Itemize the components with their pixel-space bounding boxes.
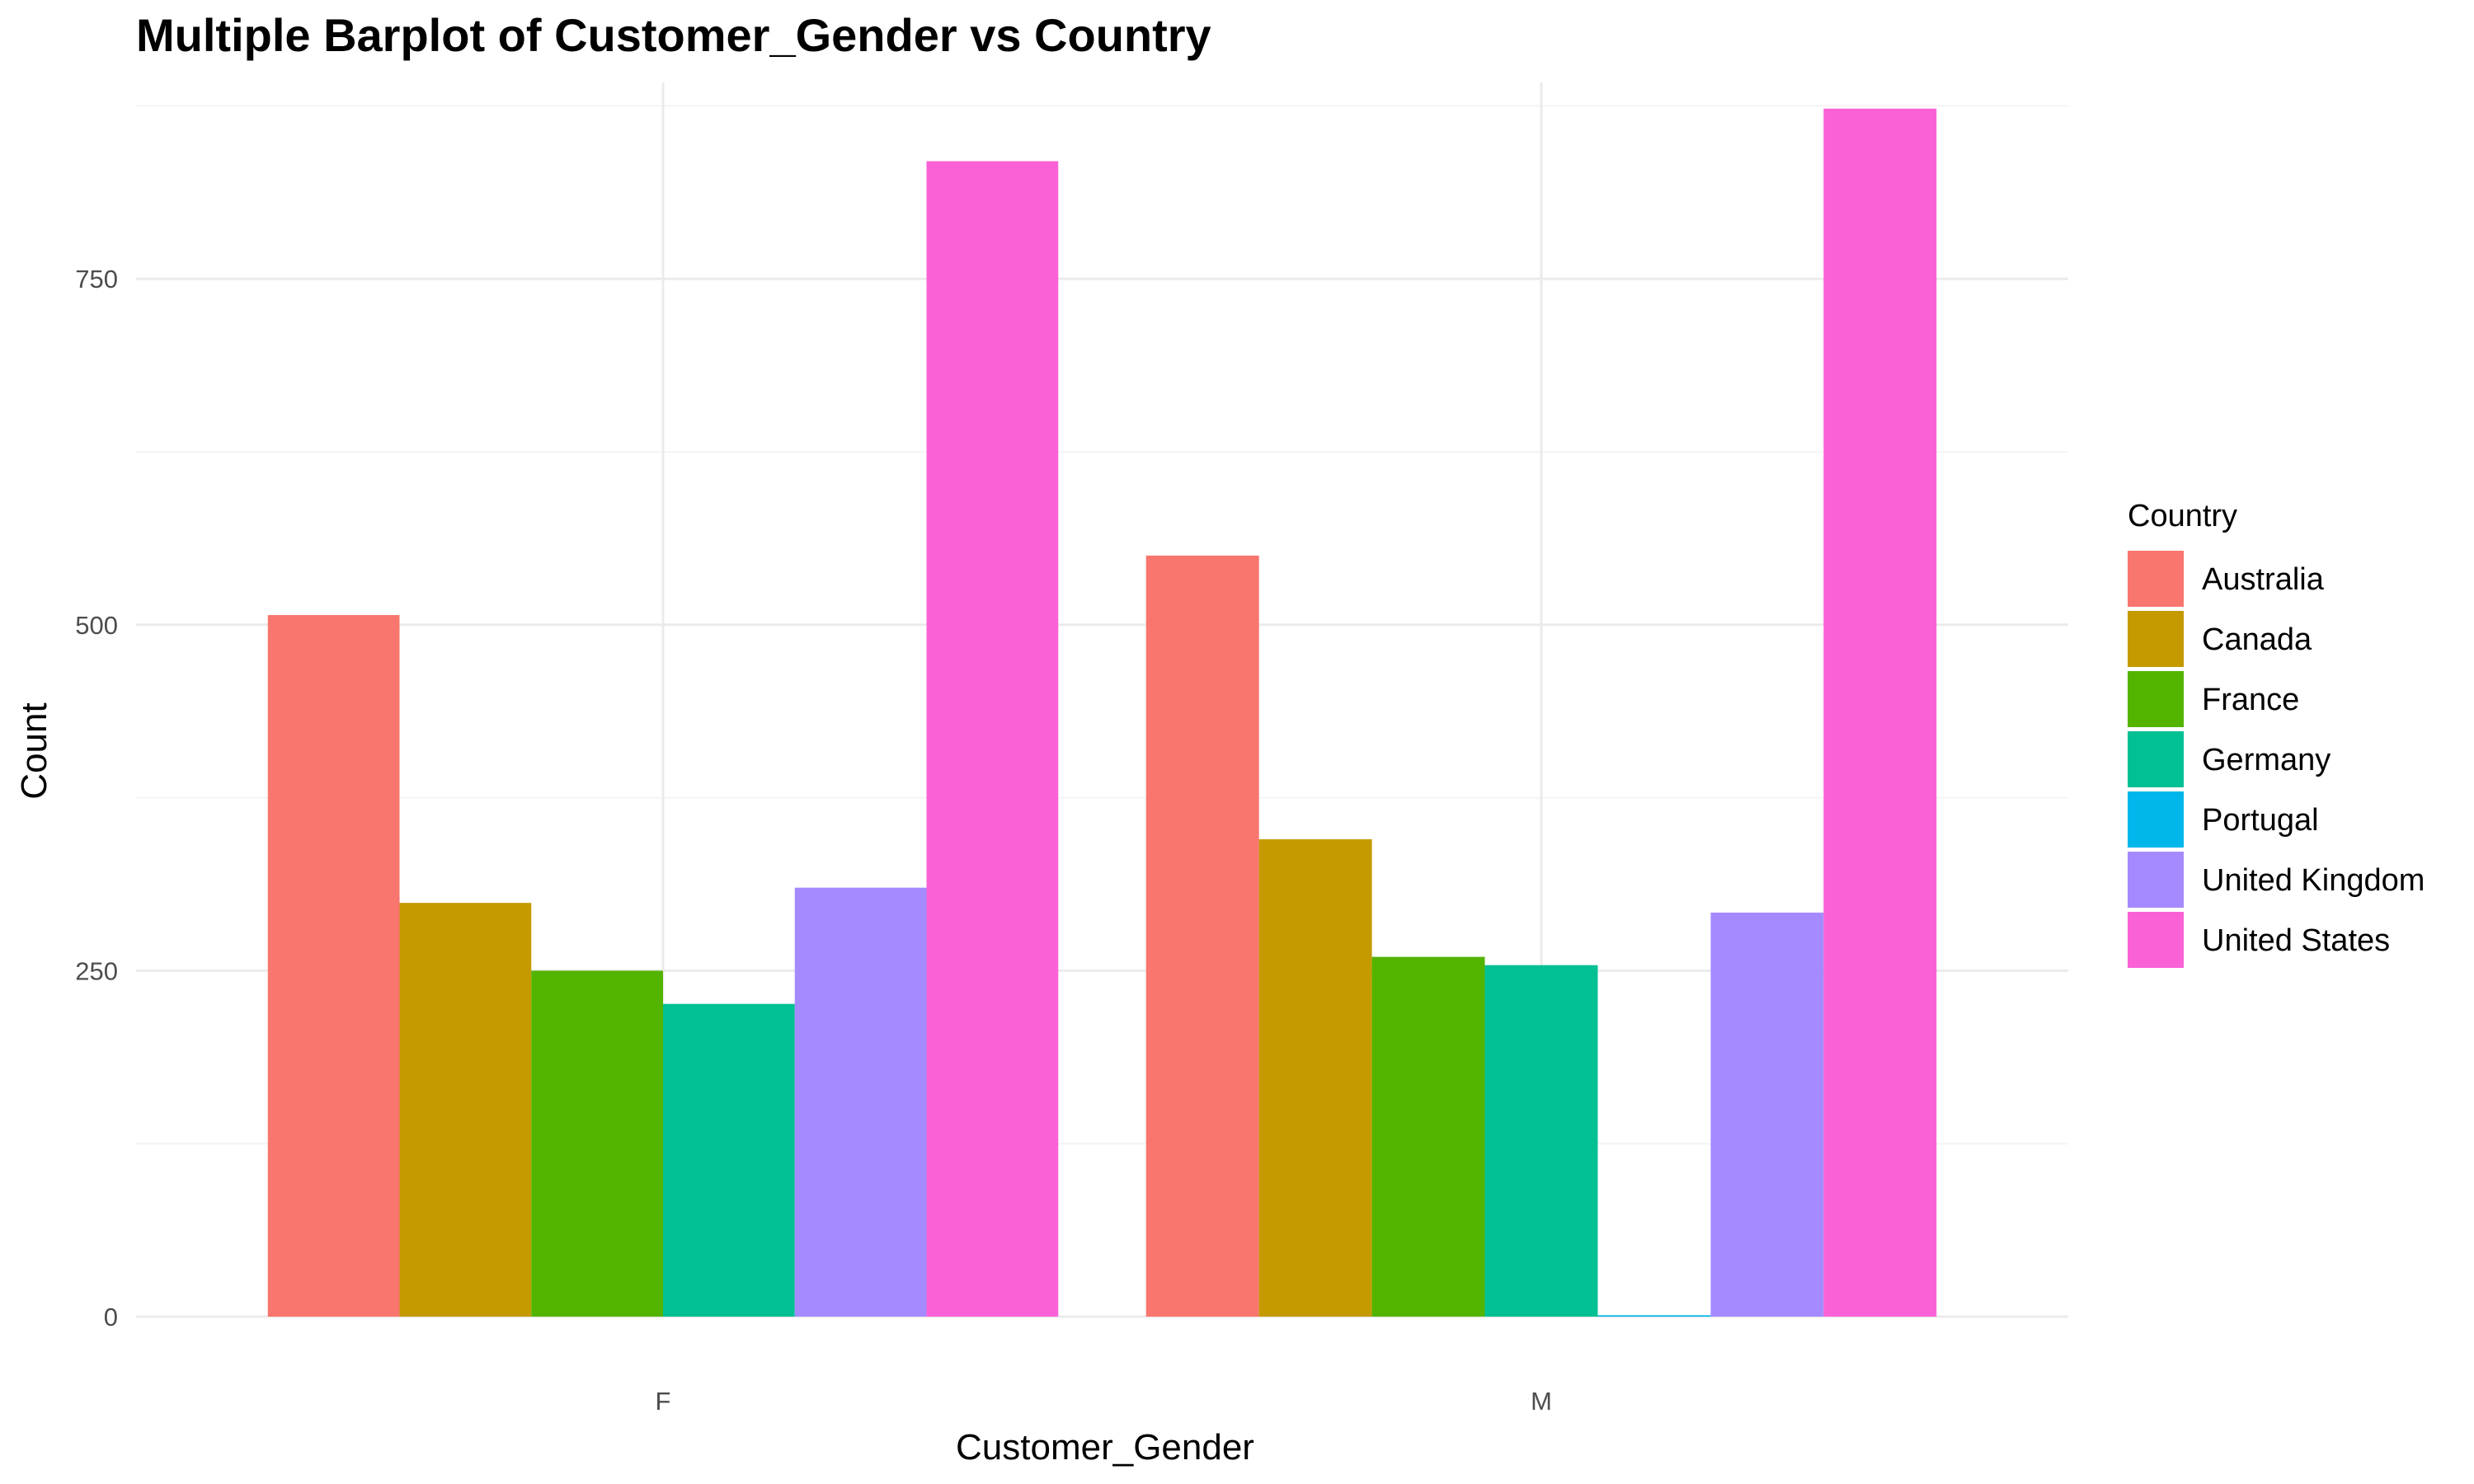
bar-australia-m bbox=[1145, 555, 1259, 1317]
y-tick-label: 250 bbox=[75, 956, 118, 985]
bar-united-states-f bbox=[926, 161, 1059, 1317]
legend-key bbox=[2128, 852, 2184, 908]
bar-australia-f bbox=[267, 615, 400, 1317]
legend-label: United Kingdom bbox=[2202, 863, 2425, 898]
legend: Country Australia Canada France Germany Port… bbox=[2128, 499, 2425, 968]
legend-label: Germany bbox=[2202, 743, 2331, 777]
bar-france-f bbox=[531, 970, 663, 1317]
legend-key bbox=[2128, 791, 2184, 848]
y-axis-title: Count bbox=[14, 702, 54, 799]
bar-germany-m bbox=[1484, 965, 1598, 1317]
y-axis-ticks: 0 250 500 750 bbox=[75, 265, 118, 1331]
y-tick-label: 500 bbox=[75, 611, 118, 640]
y-tick-label: 0 bbox=[104, 1303, 118, 1331]
bar-canada-m bbox=[1258, 838, 1372, 1317]
legend-label: Portugal bbox=[2202, 803, 2319, 838]
chart-title: Multiple Barplot of Customer_Gender vs C… bbox=[136, 9, 1211, 61]
bar-united-kingdom-f bbox=[794, 887, 927, 1317]
x-axis-title: Customer_Gender bbox=[956, 1427, 1254, 1468]
x-tick-label: M bbox=[1531, 1387, 1552, 1416]
legend-label: Australia bbox=[2202, 562, 2325, 597]
legend-key bbox=[2128, 671, 2184, 727]
legend-label: France bbox=[2202, 683, 2299, 717]
bars bbox=[267, 108, 1937, 1317]
bar-portugal-m bbox=[1597, 1315, 1711, 1317]
legend-label: United States bbox=[2202, 923, 2390, 958]
bar-france-m bbox=[1371, 956, 1485, 1317]
bar-germany-f bbox=[663, 1003, 795, 1317]
legend-label: Canada bbox=[2202, 622, 2312, 657]
y-tick-label: 750 bbox=[75, 265, 118, 294]
x-tick-label: F bbox=[656, 1387, 671, 1416]
legend-key bbox=[2128, 731, 2184, 787]
bar-united-states-m bbox=[1823, 108, 1937, 1317]
legend-key bbox=[2128, 912, 2184, 968]
bar-canada-f bbox=[399, 903, 532, 1317]
legend-title: Country bbox=[2128, 499, 2237, 533]
legend-key bbox=[2128, 551, 2184, 607]
bar-united-kingdom-m bbox=[1710, 912, 1824, 1317]
legend-key bbox=[2128, 611, 2184, 667]
